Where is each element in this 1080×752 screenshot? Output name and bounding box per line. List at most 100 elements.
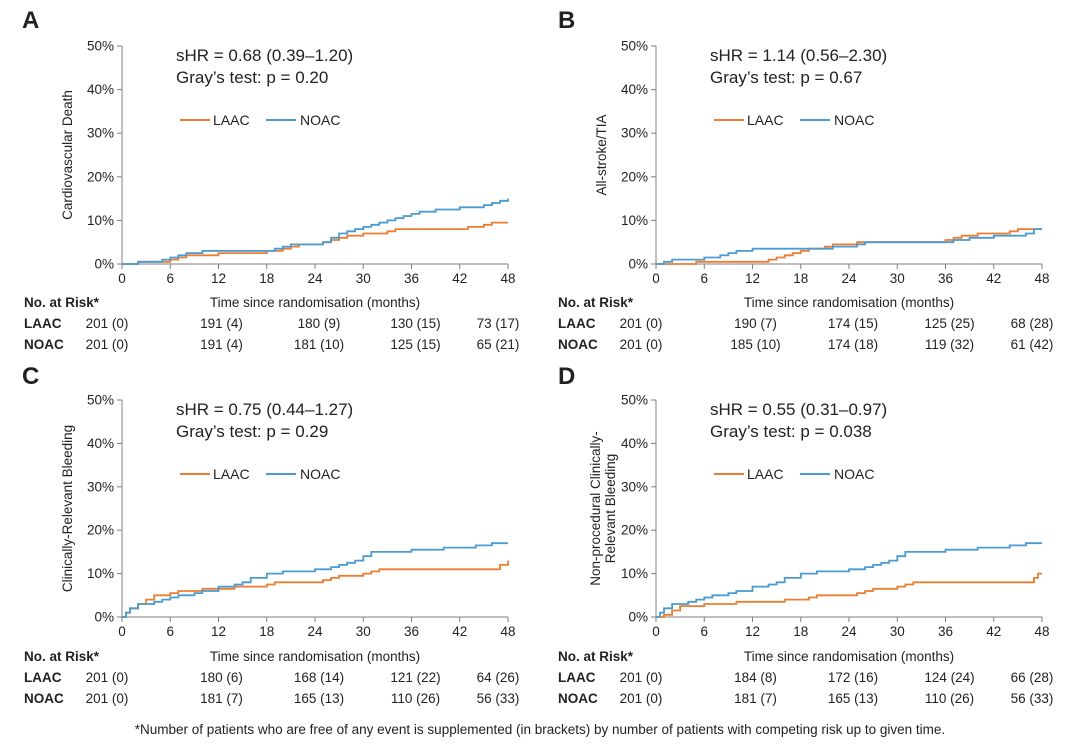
risk-cell: 181 (7) bbox=[734, 691, 777, 706]
legend-label-noac: NOAC bbox=[300, 466, 340, 482]
x-tick-label: 18 bbox=[793, 624, 808, 639]
grays-test-text: Gray’s test: p = 0.038 bbox=[710, 422, 872, 441]
series-line-noac bbox=[656, 228, 1042, 265]
risk-cell: 61 (42) bbox=[1011, 337, 1054, 352]
y-tick-label: 30% bbox=[87, 479, 114, 494]
x-tick-label: 36 bbox=[938, 271, 953, 286]
y-tick-label: 20% bbox=[87, 523, 114, 538]
risk-cell: 174 (18) bbox=[828, 337, 878, 352]
y-tick-label: 10% bbox=[621, 566, 648, 581]
series-line-noac bbox=[122, 198, 509, 265]
y-tick-label: 40% bbox=[87, 82, 114, 97]
panel-c: C 0% 10% 20% 30% 40% 50% 0 6 12 18 24 30 36 42 48 Clinic… bbox=[22, 363, 519, 706]
x-tick-label: 30 bbox=[890, 624, 905, 639]
risk-cell: 181 (7) bbox=[200, 691, 243, 706]
x-tick-label: 18 bbox=[793, 271, 808, 286]
risk-cell: 190 (7) bbox=[734, 316, 777, 331]
y-axis-label: Clinically-Relevant Bleeding bbox=[60, 425, 75, 592]
y-tick-label: 0% bbox=[94, 257, 114, 272]
y-tick-label: 10% bbox=[87, 213, 114, 228]
risk-cell: 130 (15) bbox=[390, 316, 440, 331]
risk-cell: 65 (21) bbox=[477, 337, 520, 352]
x-tick-label: 24 bbox=[841, 271, 857, 286]
x-tick-label: 6 bbox=[166, 624, 174, 639]
x-tick-label: 0 bbox=[118, 271, 126, 286]
risk-cell: 119 (32) bbox=[925, 337, 974, 352]
y-tick-label: 20% bbox=[621, 169, 648, 184]
x-tick-label: 42 bbox=[986, 624, 1001, 639]
risk-cell: 66 (28) bbox=[1011, 670, 1054, 685]
legend-label-noac: NOAC bbox=[300, 112, 340, 128]
risk-cell: 56 (33) bbox=[477, 691, 520, 706]
x-tick-label: 48 bbox=[1034, 271, 1049, 286]
risk-cell: 121 (22) bbox=[390, 670, 440, 685]
x-tick-label: 30 bbox=[890, 271, 905, 286]
x-axis-label: Time since randomisation (months) bbox=[210, 295, 420, 310]
risk-cell: 180 (6) bbox=[200, 670, 243, 685]
x-tick-label: 48 bbox=[500, 271, 515, 286]
y-tick-label: 10% bbox=[87, 566, 114, 581]
y-axis-label: All-stroke/TIA bbox=[594, 114, 609, 195]
grays-test-text: Gray’s test: p = 0.20 bbox=[176, 68, 328, 87]
risk-cell: 110 (26) bbox=[391, 691, 440, 706]
risk-row-label-noac: NOAC bbox=[24, 691, 64, 706]
series-line-laac bbox=[656, 572, 1042, 618]
y-tick-label: 50% bbox=[87, 39, 114, 54]
risk-table-header: No. at Risk* bbox=[558, 649, 634, 664]
risk-cell: 201 (0) bbox=[86, 670, 129, 685]
panel-letter: B bbox=[558, 7, 575, 34]
footnote: *Number of patients who are free of any … bbox=[134, 722, 946, 737]
x-tick-label: 6 bbox=[700, 624, 708, 639]
risk-row-label-laac: LAAC bbox=[558, 316, 596, 331]
x-tick-label: 36 bbox=[404, 271, 419, 286]
risk-cell: 191 (4) bbox=[200, 337, 243, 352]
risk-cell: 56 (33) bbox=[1011, 691, 1054, 706]
y-axis-label: Non-procedural Clinically- bbox=[588, 431, 603, 586]
x-tick-label: 42 bbox=[986, 271, 1001, 286]
panel-a: A 0% 10% 20% 30% 40% 50% 0 6 12 18 24 30 36 42 48 Cardio… bbox=[22, 7, 519, 352]
risk-row-label-laac: LAAC bbox=[24, 316, 62, 331]
risk-cell: 165 (13) bbox=[828, 691, 878, 706]
risk-cell: 201 (0) bbox=[620, 691, 663, 706]
x-tick-label: 0 bbox=[652, 271, 660, 286]
x-tick-label: 36 bbox=[938, 624, 953, 639]
x-tick-label: 12 bbox=[211, 271, 226, 286]
series-line-laac bbox=[656, 228, 1042, 265]
legend-label-laac: LAAC bbox=[213, 466, 250, 482]
x-tick-label: 42 bbox=[452, 624, 467, 639]
risk-cell: 201 (0) bbox=[86, 691, 129, 706]
shr-text: sHR = 1.14 (0.56–2.30) bbox=[710, 46, 887, 65]
x-tick-label: 48 bbox=[1034, 624, 1049, 639]
risk-cell: 125 (25) bbox=[924, 316, 974, 331]
y-tick-label: 40% bbox=[621, 82, 648, 97]
x-tick-label: 42 bbox=[452, 271, 467, 286]
shr-text: sHR = 0.68 (0.39–1.20) bbox=[176, 46, 353, 65]
y-tick-label: 0% bbox=[94, 610, 114, 625]
x-tick-label: 24 bbox=[307, 271, 323, 286]
y-tick-label: 0% bbox=[628, 257, 648, 272]
panel-b: B 0% 10% 20% 30% 40% 50% 0 6 12 18 24 30 36 42 48 All-st… bbox=[558, 7, 1053, 352]
risk-cell: 64 (26) bbox=[477, 670, 520, 685]
x-tick-label: 48 bbox=[500, 624, 515, 639]
legend-label-noac: NOAC bbox=[834, 466, 874, 482]
risk-table-header: No. at Risk* bbox=[24, 649, 100, 664]
risk-cell: 201 (0) bbox=[86, 316, 129, 331]
risk-cell: 181 (10) bbox=[294, 337, 344, 352]
y-tick-label: 20% bbox=[621, 523, 648, 538]
x-tick-label: 6 bbox=[166, 271, 174, 286]
legend-label-laac: LAAC bbox=[747, 466, 784, 482]
panel-d: D 0% 10% 20% 30% 40% 50% 0 6 12 18 24 30 36 42 48 Non-pr… bbox=[558, 363, 1053, 706]
y-tick-label: 50% bbox=[621, 393, 648, 408]
risk-row-label-noac: NOAC bbox=[558, 691, 598, 706]
series-line-noac bbox=[656, 542, 1042, 618]
x-tick-label: 12 bbox=[745, 271, 760, 286]
grays-test-text: Gray’s test: p = 0.67 bbox=[710, 68, 862, 87]
x-tick-label: 36 bbox=[404, 624, 419, 639]
y-tick-label: 20% bbox=[87, 169, 114, 184]
risk-row-label-noac: NOAC bbox=[558, 337, 598, 352]
risk-cell: 184 (8) bbox=[734, 670, 777, 685]
legend-label-laac: LAAC bbox=[213, 112, 250, 128]
risk-cell: 174 (15) bbox=[828, 316, 878, 331]
x-tick-label: 24 bbox=[841, 624, 857, 639]
